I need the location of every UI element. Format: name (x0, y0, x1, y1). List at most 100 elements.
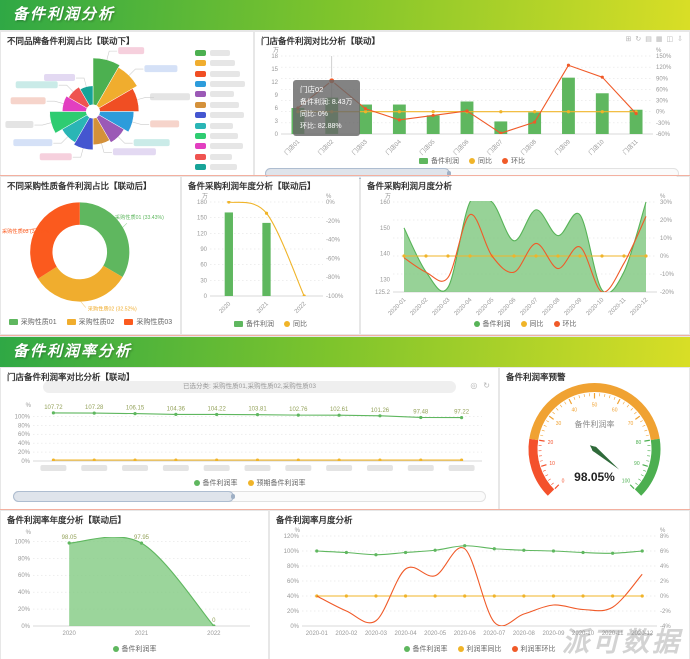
legend-marker (195, 81, 206, 88)
year-rate-legend: 备件利润率 (1, 644, 268, 654)
month-profit-legend: 备件利润 同比 环比 (361, 319, 689, 329)
svg-text:20%: 20% (18, 607, 31, 613)
svg-text:30: 30 (556, 421, 562, 427)
save-image-icon[interactable]: ⇩ (677, 36, 683, 43)
legend-item[interactable]: 同比 (520, 319, 544, 329)
svg-text:150: 150 (197, 216, 208, 222)
svg-text:60%: 60% (18, 573, 31, 579)
svg-text:%: % (26, 530, 32, 536)
legend-item[interactable]: 备件利润 (234, 319, 274, 329)
legend-marker (195, 70, 206, 77)
legend-item[interactable]: 预期备件利润率 (247, 478, 306, 488)
svg-text:102.76: 102.76 (289, 407, 308, 413)
refresh-icon[interactable]: ↻ (483, 381, 490, 390)
legend-label: 备件利润 (431, 158, 459, 165)
legend-item[interactable]: 同比 (284, 319, 307, 329)
svg-text:门店02: 门店02 (316, 137, 335, 156)
svg-text:2020-12: 2020-12 (631, 631, 654, 637)
svg-text:160: 160 (380, 200, 391, 206)
legend-item[interactable] (195, 70, 251, 78)
legend-item[interactable]: 采购性质03 (124, 317, 172, 327)
svg-text:-4%: -4% (660, 624, 671, 630)
legend-item[interactable] (195, 80, 251, 88)
legend-item[interactable]: 利润率环比 (511, 644, 556, 654)
svg-text:60%: 60% (656, 87, 669, 93)
legend-item[interactable]: 环比 (502, 156, 525, 166)
svg-text:%: % (660, 528, 666, 534)
legend-label-blurred (210, 101, 239, 108)
svg-text:-60%: -60% (326, 256, 341, 262)
legend-item[interactable] (195, 132, 251, 140)
purchase-donut-chart[interactable]: 采购性质01 (33.43%) 采购性质02 (32.52%) 采购性质03 (34… (1, 190, 180, 314)
year-rate-chart[interactable]: 0% 20% 40% 60% 80% 100%% 2020 2021 2022 98.05 97.9… (3, 524, 266, 642)
svg-text:30%: 30% (660, 200, 673, 206)
legend-item[interactable] (195, 163, 251, 171)
month-profit-chart[interactable]: 125.2 130 140 150 160 万 -20% -10% 0% 10% 20% 30%% 20… (363, 190, 687, 317)
legend-item[interactable]: 环比 (553, 319, 577, 329)
legend-label: 备件利润 (246, 321, 274, 328)
legend-item[interactable]: 利润率同比 (457, 644, 502, 654)
svg-text:90: 90 (634, 461, 640, 467)
legend-item[interactable]: 备件利润率 (403, 644, 448, 654)
year-profit-chart[interactable]: 0 30 60 90 120 150 180 万 -100% -80% -60% -40% -20% 0%… (184, 190, 357, 316)
chart-toolbox: ⊞ ↻ ▤ ▦ ◫ ⇩ (626, 35, 684, 43)
legend-label: 同比 (529, 321, 544, 328)
legend-item[interactable]: 采购性质01 (8, 317, 57, 327)
svg-text:2020-01: 2020-01 (306, 631, 329, 637)
svg-text:120%: 120% (656, 65, 672, 71)
svg-text:107.28: 107.28 (85, 405, 104, 411)
legend-item[interactable]: 备件利润 (473, 319, 511, 329)
svg-text:2021: 2021 (256, 301, 270, 315)
data-view-icon[interactable]: ▤ (645, 36, 652, 43)
svg-text:万: 万 (273, 47, 279, 54)
svg-text:2020-08: 2020-08 (513, 631, 536, 637)
legend-item[interactable]: 同比 (469, 156, 492, 166)
store-rate-legend: 备件利润率 预期备件利润率 (1, 478, 498, 488)
legend-marker (234, 321, 243, 327)
panel-title: 备件采购利润年度分析【联动后】 (188, 181, 316, 191)
svg-text:12: 12 (271, 80, 278, 86)
svg-text:-60%: -60% (656, 132, 671, 138)
svg-text:90: 90 (200, 247, 207, 253)
store-rate-chart[interactable]: 0% 20% 40% 60% 80% 100%% 107.72 107.28 106.15 104… (3, 395, 496, 477)
svg-text:门店03: 门店03 (350, 137, 369, 156)
svg-text:90%: 90% (656, 76, 669, 82)
legend-item[interactable] (195, 90, 251, 98)
month-rate-chart[interactable]: 0% 20% 40% 60% 80% 100% 120%% -4% -2% 0% 2% 4% 6% 8%%… (272, 524, 687, 642)
datazoom-slider[interactable] (13, 491, 486, 502)
magic-type-bar-icon[interactable]: ▦ (655, 36, 663, 43)
section-title: 备件利润率分析 (13, 343, 133, 360)
legend-item[interactable] (195, 111, 251, 119)
svg-text:2020-08: 2020-08 (542, 297, 562, 316)
svg-text:2020: 2020 (62, 631, 76, 637)
svg-text:门店11: 门店11 (621, 137, 640, 156)
restore-icon[interactable]: ↻ (635, 36, 642, 43)
legend-item[interactable] (195, 142, 251, 150)
legend-item[interactable] (195, 101, 251, 109)
filter-actions: ◎ ↻ (470, 381, 490, 390)
panel-year-rate: 备件利润率年度分析【联动后】 0% 20% 40% 60% 80% 100%% 2020 20… (1, 511, 268, 659)
legend-item[interactable] (195, 49, 251, 57)
store-profit-chart[interactable]: 0 3 6 9 12 15 18 万 -60% -30% 0% 30% 60% 90% 120% 150%% 门… (257, 44, 687, 157)
panel-year-profit: 备件采购利润年度分析【联动后】 0 30 60 90 120 150 180 万 -100% -8… (182, 177, 359, 334)
datazoom-icon[interactable]: ⊞ (625, 36, 632, 43)
filter-selected[interactable]: 已选分类: 采购性质01,采购性质02,采购性质03 (43, 381, 456, 393)
rate-gauge-chart[interactable]: 0 10 20 30 40 50 60 70 80 90 100 备件利润率 98.05% (504, 381, 685, 507)
legend-marker (195, 60, 206, 67)
legend-item[interactable]: 采购性质02 (66, 317, 114, 327)
legend-item[interactable]: 备件利润率 (193, 478, 238, 488)
legend-item[interactable] (195, 153, 251, 161)
magic-type-line-icon[interactable]: ◫ (666, 36, 674, 43)
datazoom-selection[interactable] (13, 491, 236, 502)
brand-rose-chart[interactable] (3, 46, 191, 173)
svg-text:150%: 150% (656, 54, 672, 60)
legend-item[interactable] (195, 122, 251, 130)
legend-item[interactable]: 备件利润 (419, 156, 459, 166)
svg-text:0: 0 (275, 132, 279, 138)
legend-item[interactable] (195, 59, 251, 67)
svg-text:97.22: 97.22 (454, 410, 470, 416)
panel-title: 门店备件利润对比分析【联动】 (261, 36, 381, 46)
legend-label: 利润率同比 (466, 646, 502, 653)
legend-item[interactable]: 备件利润率 (112, 644, 157, 654)
clear-filter-icon[interactable]: ◎ (470, 381, 478, 390)
